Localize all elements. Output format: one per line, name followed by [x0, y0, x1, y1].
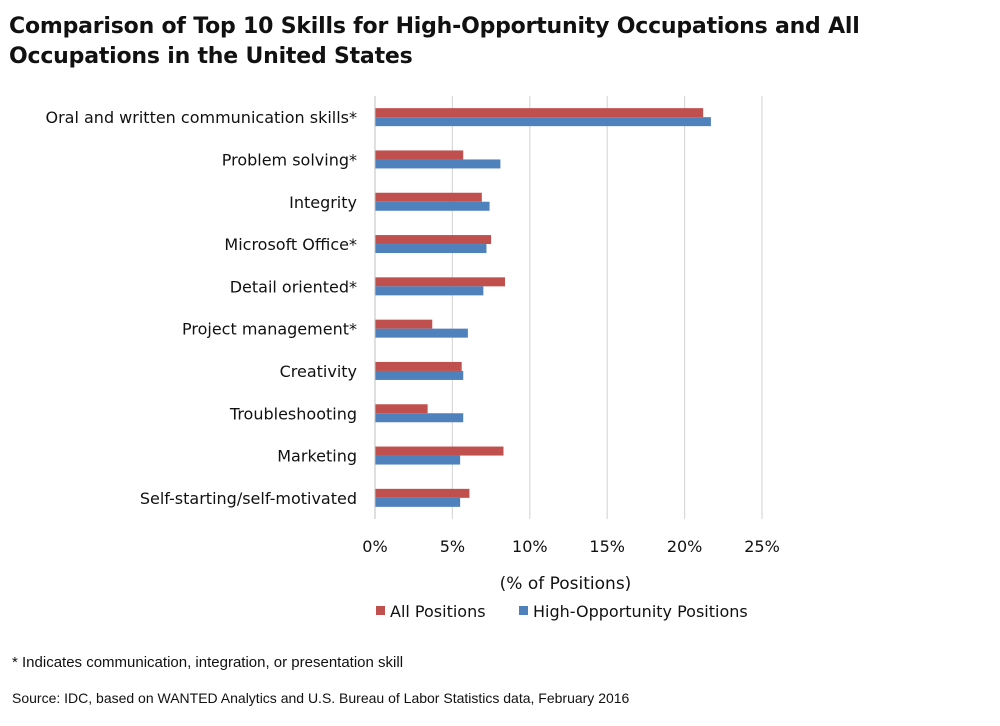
category-label: Microsoft Office* — [224, 235, 357, 254]
category-label: Creativity — [280, 362, 357, 381]
legend-label-high-opportunity: High-Opportunity Positions — [533, 602, 748, 621]
bar-all-positions — [375, 108, 704, 118]
category-label: Oral and written communication skills* — [45, 108, 357, 127]
bar-high-opportunity — [375, 328, 468, 338]
x-tick-label: 0% — [362, 537, 387, 556]
legend-swatch-all-positions — [376, 606, 385, 615]
legend-swatch-high-opportunity — [519, 606, 528, 615]
source-note: Source: IDC, based on WANTED Analytics a… — [12, 690, 630, 706]
category-label: Troubleshooting — [229, 404, 357, 423]
bar-high-opportunity — [375, 370, 464, 380]
x-tick-label: 10% — [512, 537, 548, 556]
bar-all-positions — [375, 277, 506, 287]
bar-high-opportunity — [375, 201, 490, 211]
x-tick-label: 20% — [667, 537, 703, 556]
bar-all-positions — [375, 404, 428, 414]
footnote: * Indicates communication, integration, … — [12, 654, 404, 671]
x-tick-label: 15% — [589, 537, 625, 556]
x-tick-label: 25% — [744, 537, 780, 556]
bar-all-positions — [375, 446, 504, 456]
category-label: Self-starting/self-motivated — [140, 489, 357, 508]
x-tick-label: 5% — [440, 537, 465, 556]
bar-high-opportunity — [375, 159, 501, 169]
bar-all-positions — [375, 361, 462, 371]
bar-all-positions — [375, 319, 433, 329]
legend: All Positions High-Opportunity Positions — [376, 602, 748, 621]
bar-high-opportunity — [375, 497, 461, 507]
category-label: Marketing — [277, 447, 357, 466]
category-label: Detail oriented* — [230, 277, 357, 296]
bar-all-positions — [375, 235, 492, 245]
bar-all-positions — [375, 488, 470, 498]
bar-high-opportunity — [375, 455, 461, 465]
bars — [375, 108, 711, 507]
bar-high-opportunity — [375, 244, 487, 254]
x-tick-labels: 0% 5% 10% 15% 20% 25% — [362, 537, 779, 556]
bar-all-positions — [375, 150, 464, 160]
category-label: Problem solving* — [222, 150, 357, 169]
category-labels: Oral and written communication skills* Pr… — [45, 108, 357, 508]
category-label: Integrity — [289, 193, 357, 212]
legend-label-all-positions: All Positions — [390, 602, 486, 621]
bar-all-positions — [375, 192, 482, 202]
bar-high-opportunity — [375, 286, 484, 296]
category-label: Project management* — [182, 320, 357, 339]
bar-chart: Oral and written communication skills* Pr… — [45, 96, 780, 621]
bar-high-opportunity — [375, 117, 711, 127]
chart-title: Comparison of Top 10 Skills for High-Opp… — [9, 14, 860, 69]
bar-high-opportunity — [375, 413, 464, 423]
x-axis-title: (% of Positions) — [500, 574, 632, 594]
